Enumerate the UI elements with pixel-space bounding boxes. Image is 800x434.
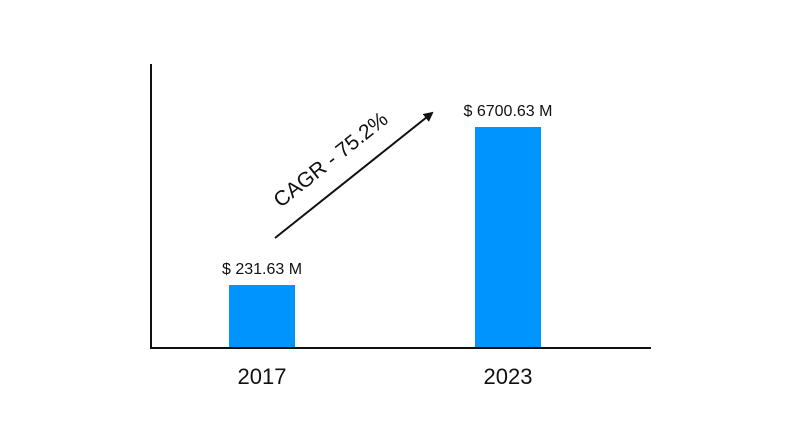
cagr-arrow xyxy=(274,111,434,239)
value-labels: $ 231.63 M $ 6700.63 M xyxy=(222,103,553,278)
bar-2023 xyxy=(475,127,541,347)
x-tick-label-2017: 2017 xyxy=(238,364,287,389)
value-label-2017: $ 231.63 M xyxy=(222,261,302,278)
x-tick-label-2023: 2023 xyxy=(484,364,533,389)
bars xyxy=(229,127,541,347)
x-tick-labels: 2017 2023 xyxy=(238,364,533,389)
value-label-2023: $ 6700.63 M xyxy=(464,103,553,120)
bar-2017 xyxy=(229,285,295,347)
